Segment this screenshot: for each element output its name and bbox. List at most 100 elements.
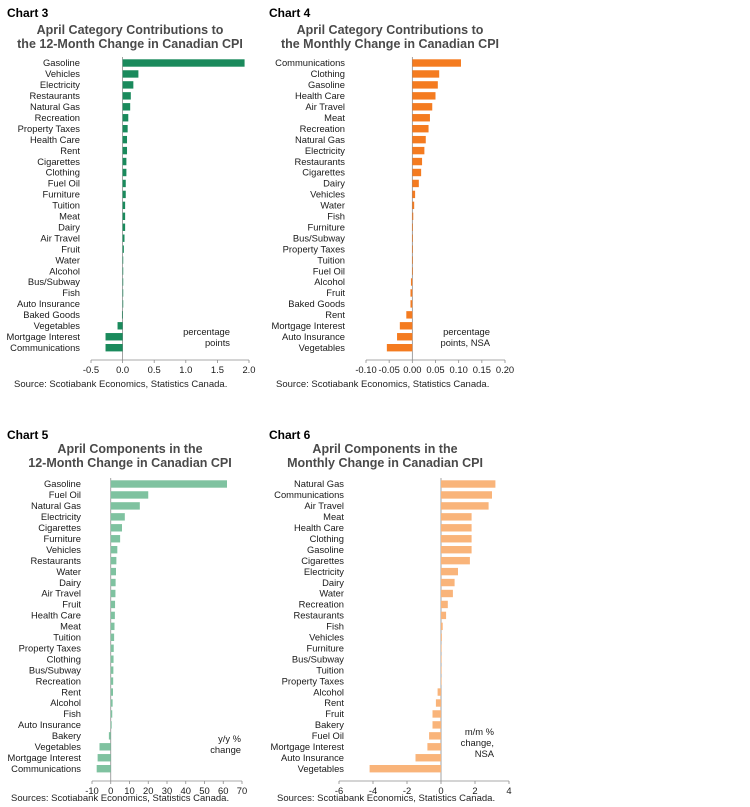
bar [110, 710, 113, 718]
bar [412, 190, 416, 199]
category-label: Communications [275, 57, 345, 68]
x-tick-label: 0 [108, 785, 113, 796]
category-label: Electricity [305, 145, 345, 156]
category-label: Natural Gas [295, 134, 345, 145]
category-label: Fuel Oil [312, 730, 344, 741]
category-label: Baked Goods [23, 309, 80, 320]
x-tick-label: -10 [85, 785, 99, 796]
x-tick-label: 0.05 [426, 364, 444, 375]
bar [441, 513, 472, 521]
category-label: Restaurants [294, 156, 345, 167]
x-tick-label: 2 [472, 785, 477, 796]
category-label: Bus/Subway [293, 232, 345, 243]
bar [441, 578, 455, 587]
bar [110, 589, 116, 598]
category-label: Electricity [41, 511, 81, 522]
category-label: Meat [323, 511, 344, 522]
bar [122, 300, 124, 308]
bar [122, 92, 131, 100]
category-label: Air Travel [41, 588, 81, 599]
bar [110, 480, 227, 488]
unit-label: change [210, 744, 241, 755]
chart-title-line-2: 12-Month Change in Canadian CPI [28, 456, 232, 470]
category-label: Fruit [61, 243, 80, 254]
bar-chart: GasolineVehiclesElectricityRestaurantsNa… [7, 57, 256, 375]
category-label: Clothing [310, 533, 344, 544]
bar [386, 344, 413, 352]
bar [399, 322, 413, 330]
unit-label: m/m % [465, 726, 494, 737]
category-label: Property Taxes [282, 675, 345, 686]
bar [441, 491, 492, 499]
category-label: Natural Gas [294, 478, 344, 489]
bar [110, 556, 117, 565]
category-label: Water [56, 566, 81, 577]
bar [412, 125, 429, 133]
category-label: Alcohol [313, 686, 344, 697]
bar [110, 721, 112, 729]
bar [99, 743, 111, 751]
category-label: Clothing [46, 167, 80, 178]
x-tick-label: 50 [199, 785, 209, 796]
category-label: Meat [59, 211, 80, 222]
bar [110, 524, 122, 532]
bar [122, 267, 124, 275]
bar [441, 633, 442, 641]
bar [105, 333, 123, 341]
chart-source: Source: Scotiabank Economics, Statistics… [276, 379, 490, 390]
category-label: Communications [10, 342, 80, 353]
category-label: Dairy [323, 178, 345, 189]
x-tick-label: 0.20 [496, 364, 514, 375]
bar [122, 59, 245, 67]
category-label: Dairy [322, 577, 344, 588]
x-tick-label: 0.10 [450, 364, 468, 375]
bar [441, 677, 442, 685]
category-label: Clothing [311, 68, 345, 79]
bar [441, 622, 443, 631]
bar [122, 289, 124, 297]
category-label: Bus/Subway [292, 653, 344, 664]
bar [412, 92, 436, 100]
category-label: Fish [63, 708, 81, 719]
bar [122, 201, 126, 210]
chart-number-label: Chart 6 [269, 428, 311, 442]
bar [406, 311, 413, 319]
category-label: Clothing [47, 653, 81, 664]
category-label: Tuition [317, 254, 345, 265]
category-label: Property Taxes [19, 642, 82, 653]
bar [369, 765, 441, 773]
bar [96, 765, 111, 773]
category-label: Auto Insurance [281, 752, 344, 763]
chart-title-line-1: April Category Contributions to [36, 23, 224, 37]
category-label: Mortgage Interest [7, 331, 81, 342]
category-label: Gasoline [44, 478, 81, 489]
category-label: Restaurants [30, 555, 81, 566]
unit-label: change, [461, 737, 494, 748]
chart-title-line-2: the 12-Month Change in Canadian CPI [17, 37, 243, 51]
category-label: Gasoline [307, 544, 344, 555]
category-label: Auto Insurance [18, 719, 81, 730]
bar [122, 146, 128, 155]
bar [410, 278, 413, 286]
bar [105, 344, 123, 352]
bar [122, 278, 124, 286]
bar [412, 245, 413, 253]
bar [412, 267, 413, 275]
category-label: Auto Insurance [282, 331, 345, 342]
bar [110, 546, 118, 554]
category-label: Vegetables [298, 763, 345, 774]
bar [412, 103, 433, 111]
bar [410, 289, 413, 297]
x-tick-label: 2.0 [242, 364, 255, 375]
bar [412, 212, 414, 220]
bar [412, 234, 413, 242]
category-label: Rent [61, 686, 81, 697]
category-label: Property Taxes [18, 123, 81, 134]
category-label: Communications [11, 763, 81, 774]
category-label: Vehicles [45, 68, 80, 79]
chart-title-line-2: Monthly Change in Canadian CPI [287, 456, 483, 470]
category-label: Meat [324, 112, 345, 123]
bar [110, 513, 125, 521]
x-tick-label: 0.5 [148, 364, 161, 375]
